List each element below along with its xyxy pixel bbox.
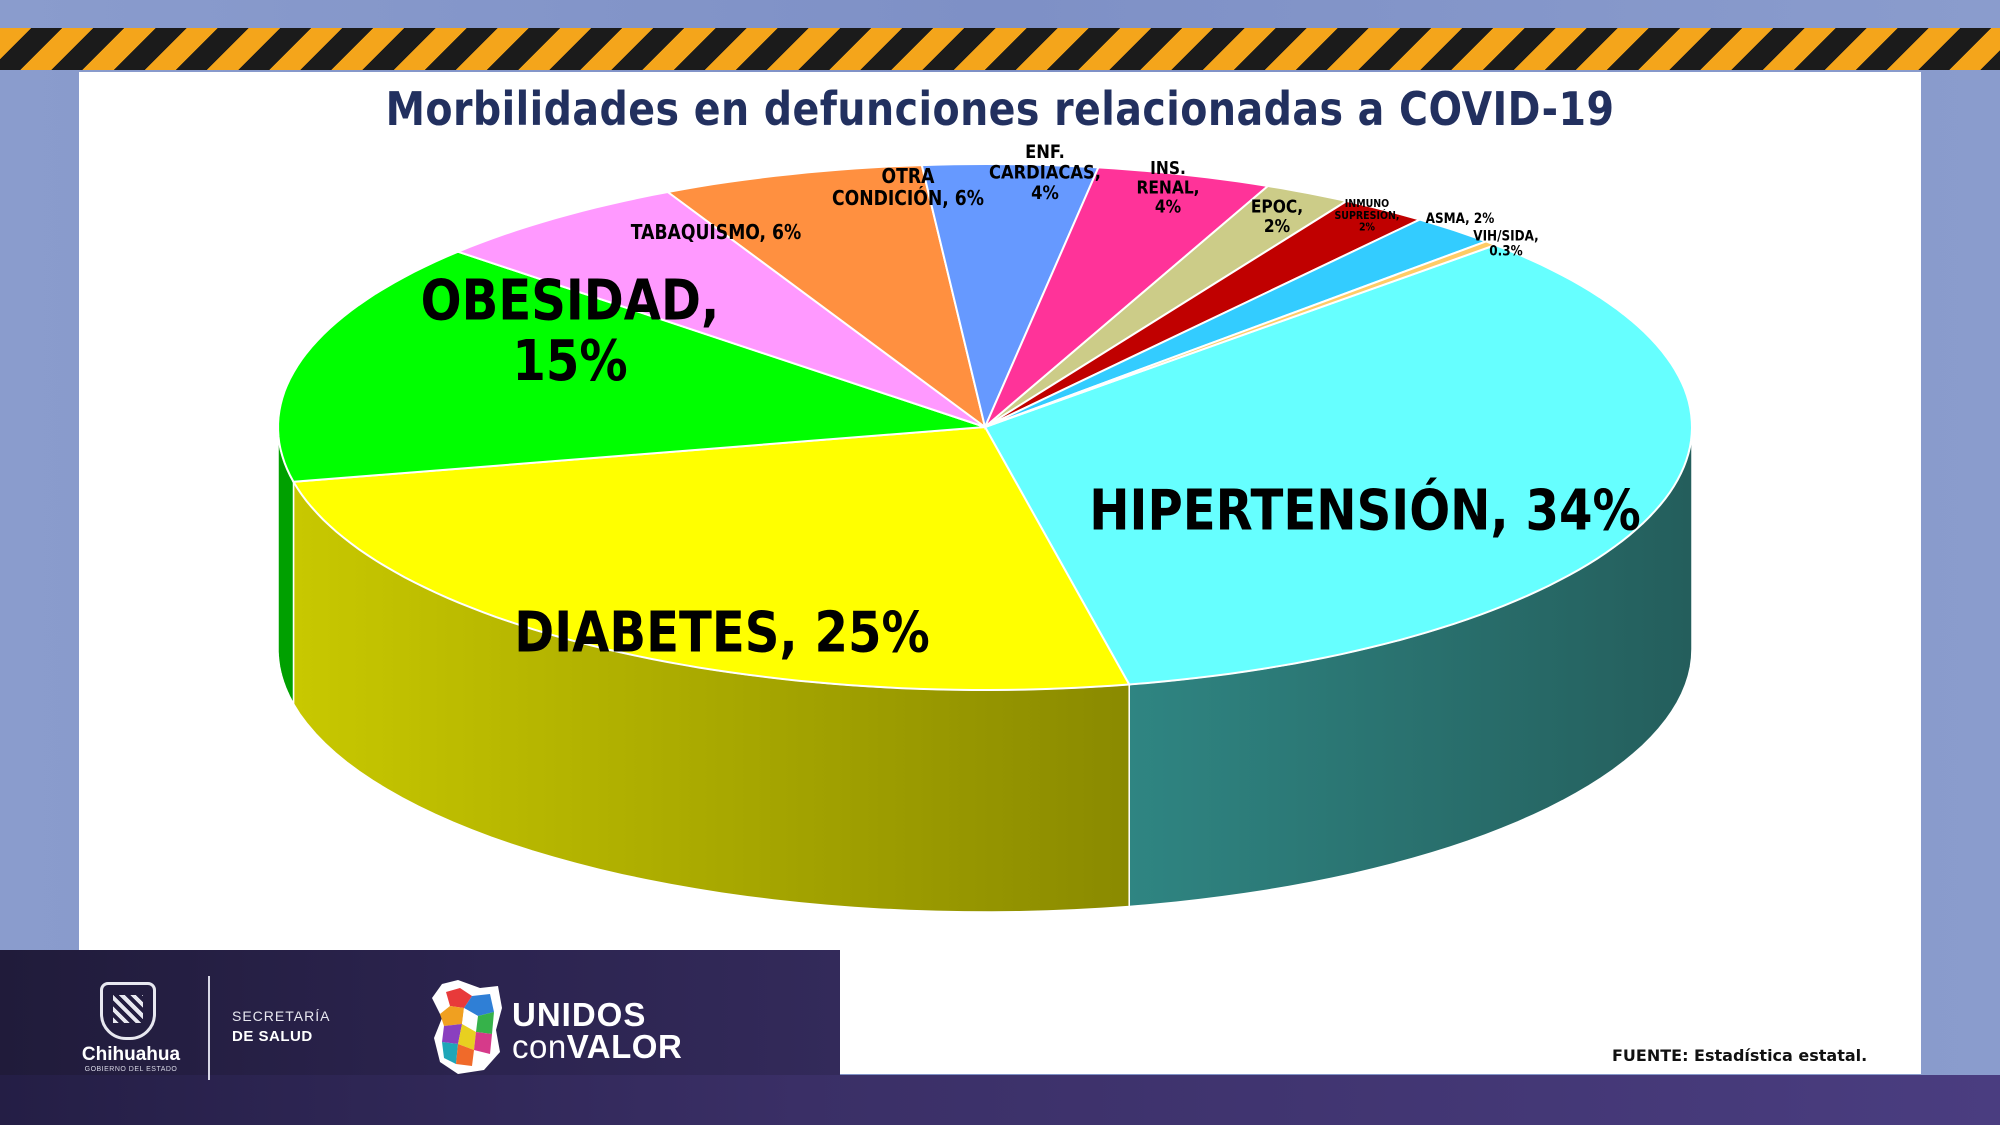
slogan-unidos: UNIDOS [512,996,647,1033]
pie-slice-hipertensi-n [983,243,1694,686]
pie-slice-obesidad [277,250,986,483]
pie-slice-vih-sida [984,240,1499,428]
slice-label-otra-condici-n: OTRA CONDICIÓN, 6% [832,166,984,210]
pie-slice-asma [984,218,1489,428]
pie-slice-otra-condici-n [665,164,987,430]
pie-slice-epoc [984,184,1350,428]
slice-label-enf-cardiacas: ENF. CARDIACAS, 4% [989,142,1101,205]
slice-label-tabaquismo: TABAQUISMO, 6% [631,222,802,245]
slogan-con: con [512,1028,567,1065]
data-source-note: FUENTE: Estadística estatal. [1612,1046,1868,1065]
dept-line-1: SECRETARÍA [232,1008,331,1024]
pie-slice-inmunosupresi-n [984,199,1423,428]
footer-divider [208,976,210,1080]
slice-label-asma: ASMA, 2% [1426,211,1495,227]
dept-line-2: DE SALUD [232,1028,313,1045]
slice-label-epoc: EPOC, 2% [1251,195,1303,236]
slice-label-inmunosupresi-n: INMUNO SUPRESIÓN, 2% [1334,197,1399,234]
pie-slice-tabaquismo [455,190,986,428]
state-map-logo-icon [432,980,502,1074]
pie-slice-enf-cardiacas [920,162,1100,431]
bottom-band [0,1075,2000,1125]
slice-label-obesidad: OBESIDAD, 15% [421,269,720,394]
state-name: Chihuahua [81,1044,181,1065]
slice-label-vih-sida: VIH/SIDA, 0.3% [1473,229,1538,260]
slice-label-hipertensi-n: HIPERTENSIÓN, 34% [1089,478,1641,543]
slogan-valor: VALOR [566,1028,683,1065]
pie-slice-ins-renal [984,166,1271,428]
pie-slice-diabetes [291,425,1131,691]
slice-label-ins-renal: INS. RENAL, 4% [1136,157,1199,217]
slice-label-diabetes: DIABETES, 25% [514,601,929,665]
caution-stripe-banner [0,28,2000,70]
slogan-con-valor: conVALOR [512,1028,682,1066]
state-subtitle: GOBIERNO DEL ESTADO [84,1066,178,1073]
state-crest-icon [100,982,156,1040]
chart-title: Morbilidades en defunciones relacionadas… [385,82,1615,136]
